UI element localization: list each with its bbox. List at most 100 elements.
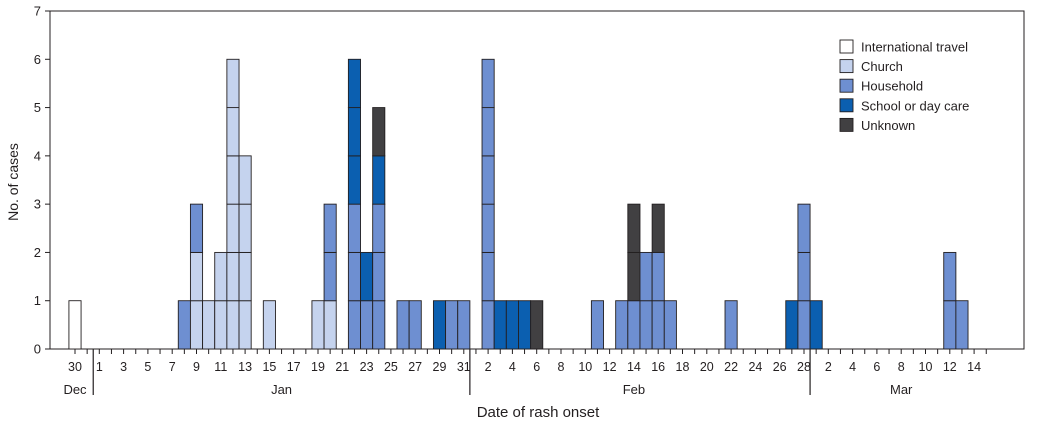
bar-segment — [372, 107, 386, 157]
x-tick-label: 21 — [335, 360, 349, 374]
y-axis-label: No. of cases — [5, 143, 21, 221]
y-axis-ticks: 0 1 2 3 4 5 6 7 — [34, 4, 50, 357]
x-tick-label: 11 — [214, 360, 227, 374]
chart-bars — [68, 58, 969, 350]
month-label: Jan — [271, 382, 292, 397]
legend-label: International travel — [861, 40, 968, 55]
y-tick-label: 3 — [34, 197, 41, 212]
bar-segment — [226, 107, 240, 157]
bar-segment — [481, 155, 495, 205]
bar-segment — [627, 251, 641, 302]
bar-segment — [445, 300, 459, 350]
x-tick-label: 7 — [169, 360, 176, 374]
bar-segment — [323, 251, 337, 302]
bar-segment — [177, 300, 191, 350]
bar-segment — [432, 300, 447, 350]
bar-segment — [347, 155, 361, 205]
x-tick-label: 6 — [533, 360, 540, 374]
bar-segment — [530, 300, 544, 350]
bar-segment — [724, 300, 738, 350]
bar-segment — [493, 300, 507, 350]
bar-segment — [360, 251, 374, 302]
bar-segment — [372, 300, 386, 350]
bar-segment — [518, 300, 532, 350]
bar-segment — [396, 300, 410, 350]
bar-segment — [590, 300, 604, 350]
bar-segment — [214, 251, 228, 302]
x-tick-label: 28 — [797, 360, 811, 374]
bar-segment — [226, 251, 240, 302]
bar-segment — [323, 203, 337, 253]
bar-segment — [372, 155, 386, 205]
x-tick-label: 1 — [96, 360, 103, 374]
legend-label: Church — [861, 59, 903, 74]
bar-segment — [347, 107, 361, 157]
legend-swatch — [839, 59, 854, 74]
bar-segment — [651, 300, 665, 350]
x-tick-label: 12 — [943, 360, 957, 374]
legend-label: Household — [861, 79, 923, 94]
x-tick-label: 8 — [558, 360, 565, 374]
bar-segment — [809, 300, 823, 350]
bar-segment — [651, 251, 665, 302]
x-tick-label: 27 — [408, 360, 422, 374]
x-tick-label: 3 — [120, 360, 127, 374]
bar-segment — [360, 300, 374, 350]
y-tick-label: 5 — [34, 100, 41, 115]
x-tick-label: 12 — [603, 360, 617, 374]
bar-segment — [797, 203, 811, 253]
bar-segment — [408, 300, 422, 350]
bar-segment — [481, 58, 495, 109]
x-tick-label: 14 — [627, 360, 641, 374]
x-tick-label: 30 — [68, 360, 82, 374]
x-tick-label: 20 — [700, 360, 714, 374]
bar-segment — [663, 300, 677, 350]
bar-segment — [943, 251, 957, 302]
x-tick-label: 18 — [676, 360, 690, 374]
x-tick-label: 4 — [849, 360, 856, 374]
x-tick-label: 13 — [238, 360, 252, 374]
bar-segment — [943, 300, 957, 350]
bar-segment — [238, 203, 252, 253]
y-tick-label: 0 — [34, 342, 41, 357]
bar-segment — [311, 300, 325, 350]
x-tick-label: 10 — [919, 360, 933, 374]
bar-segment — [372, 251, 386, 302]
x-tick-label: 5 — [144, 360, 151, 374]
bar-segment — [372, 203, 386, 253]
bar-segment — [226, 300, 240, 350]
x-tick-label: 2 — [825, 360, 832, 374]
y-tick-label: 6 — [34, 52, 41, 67]
bar-segment — [481, 107, 495, 157]
bar-segment — [189, 251, 204, 302]
x-tick-label: 10 — [578, 360, 592, 374]
x-tick-label: 14 — [967, 360, 981, 374]
bar-segment — [347, 251, 361, 302]
month-label: Mar — [890, 382, 913, 397]
x-tick-label: 22 — [724, 360, 738, 374]
bar-segment — [481, 300, 495, 350]
bar-segment — [189, 300, 204, 350]
bar-segment — [457, 300, 471, 350]
bar-segment — [226, 155, 240, 205]
bar-segment — [505, 300, 519, 350]
chart-legend: International travel Church Household Schoo… — [839, 39, 969, 133]
bar-segment — [627, 203, 641, 253]
bar-segment — [323, 300, 337, 350]
legend-swatch — [839, 117, 854, 132]
legend-label: School or day care — [861, 98, 969, 113]
x-tick-label: 8 — [898, 360, 905, 374]
bar-segment — [238, 251, 252, 302]
legend-swatch — [839, 98, 854, 113]
y-tick-label: 1 — [34, 293, 41, 308]
bar-segment — [189, 203, 204, 253]
bar-segment — [639, 300, 653, 350]
bar-segment — [955, 300, 969, 350]
x-tick-label: 19 — [311, 360, 325, 374]
legend-swatch — [839, 39, 854, 54]
bar-segment — [651, 203, 665, 253]
y-tick-label: 7 — [34, 4, 41, 19]
bar-segment — [68, 300, 82, 350]
bar-segment — [347, 300, 361, 350]
